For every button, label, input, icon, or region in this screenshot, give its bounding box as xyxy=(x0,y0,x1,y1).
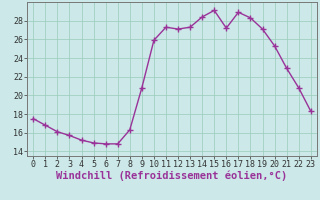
X-axis label: Windchill (Refroidissement éolien,°C): Windchill (Refroidissement éolien,°C) xyxy=(56,171,288,181)
